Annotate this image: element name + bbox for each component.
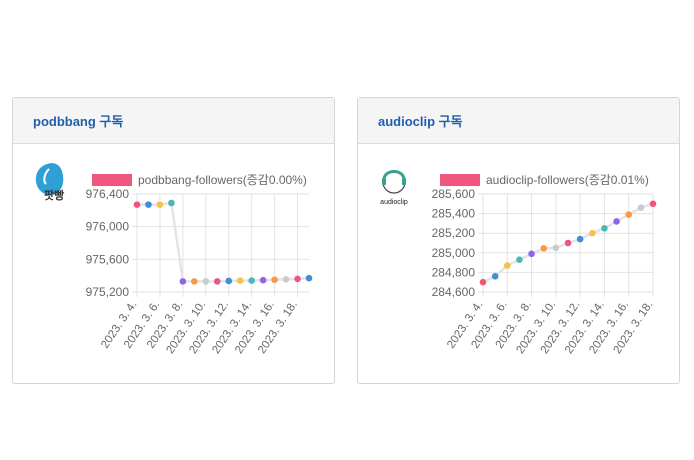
data-point[interactable] (479, 278, 487, 286)
data-point[interactable] (213, 278, 221, 285)
data-point[interactable] (191, 278, 198, 285)
podbbang-card: podbbang 구독 팟빵 podbbang-followers(증감0.00%… (12, 97, 335, 384)
data-point[interactable] (179, 278, 187, 285)
podbbang-drop-shape (35, 163, 64, 195)
audioclip-headphone-shape (382, 170, 406, 180)
y-tick-label: 976,000 (86, 220, 130, 234)
data-point[interactable] (516, 256, 523, 263)
data-point[interactable] (168, 199, 175, 207)
podbbang-followers-chart: 팟빵 podbbang-followers(증감0.00%) 976,400 976,… (35, 163, 313, 356)
data-point[interactable] (133, 201, 141, 208)
y-tick-label: 285,000 (432, 246, 476, 260)
data-point[interactable] (528, 250, 535, 258)
card-title[interactable]: audioclip 구독 (378, 114, 463, 129)
audioclip-earcup-left (382, 178, 386, 185)
data-point[interactable] (225, 277, 233, 285)
legend-swatch[interactable] (92, 174, 132, 186)
data-point[interactable] (588, 229, 596, 237)
data-point[interactable] (576, 235, 584, 243)
data-point[interactable] (564, 239, 572, 247)
data-point[interactable] (294, 275, 301, 283)
data-point[interactable] (236, 277, 244, 284)
data-point[interactable] (552, 244, 560, 252)
y-tick-label: 285,400 (432, 207, 476, 221)
data-point[interactable] (491, 273, 499, 280)
data-point[interactable] (540, 245, 548, 252)
card-header: audioclip 구독 (358, 98, 679, 144)
y-tick-label: 284,600 (432, 285, 476, 299)
y-tick-label: 975,600 (86, 252, 130, 266)
card-header: podbbang 구독 (13, 98, 334, 144)
podbbang-mic-shape (43, 168, 50, 185)
podbbang-logo-icon: 팟빵 (35, 163, 64, 202)
logo-text: audioclip (380, 199, 408, 206)
legend-label[interactable]: podbbang-followers(증감0.00%) (138, 173, 307, 187)
card-body: 팟빵 podbbang-followers(증감0.00%) 976,400 976,… (13, 144, 334, 383)
audioclip-earcup-right (402, 178, 406, 185)
audioclip-followers-chart: audioclip audioclip-followers(증감0.01%) 285… (380, 170, 657, 356)
y-tick-label: 975,200 (86, 285, 130, 299)
y-tick-label: 976,400 (86, 187, 130, 201)
y-tick-label: 285,200 (432, 226, 476, 240)
data-point[interactable] (625, 211, 633, 218)
logo-text: 팟빵 (44, 188, 64, 202)
y-tick-label: 285,600 (432, 187, 476, 201)
data-point[interactable] (613, 218, 620, 225)
series-line (137, 201, 310, 283)
data-point[interactable] (145, 201, 152, 208)
card-body: audioclip audioclip-followers(증감0.01%) 285… (358, 144, 679, 383)
card-title[interactable]: podbbang 구독 (33, 114, 124, 129)
data-point[interactable] (271, 276, 278, 284)
y-tick-label: 284,800 (432, 265, 476, 279)
data-point[interactable] (248, 277, 255, 284)
legend-swatch[interactable] (440, 174, 480, 186)
data-point[interactable] (282, 276, 290, 283)
audioclip-logo-icon: audioclip (380, 170, 408, 206)
data-point[interactable] (156, 201, 164, 208)
legend-label[interactable]: audioclip-followers(증감0.01%) (486, 173, 649, 187)
data-point[interactable] (637, 204, 645, 212)
audioclip-card: audioclip 구독 audioclip audioclip-follower… (357, 97, 680, 384)
data-point[interactable] (503, 262, 511, 269)
data-point[interactable] (649, 200, 657, 208)
data-point[interactable] (601, 225, 608, 232)
data-point[interactable] (259, 276, 267, 284)
data-point[interactable] (202, 278, 210, 285)
data-point[interactable] (305, 274, 313, 282)
